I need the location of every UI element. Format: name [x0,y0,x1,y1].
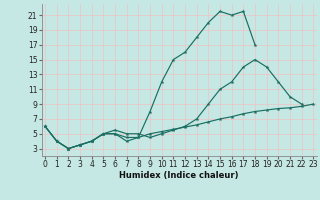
X-axis label: Humidex (Indice chaleur): Humidex (Indice chaleur) [119,171,239,180]
